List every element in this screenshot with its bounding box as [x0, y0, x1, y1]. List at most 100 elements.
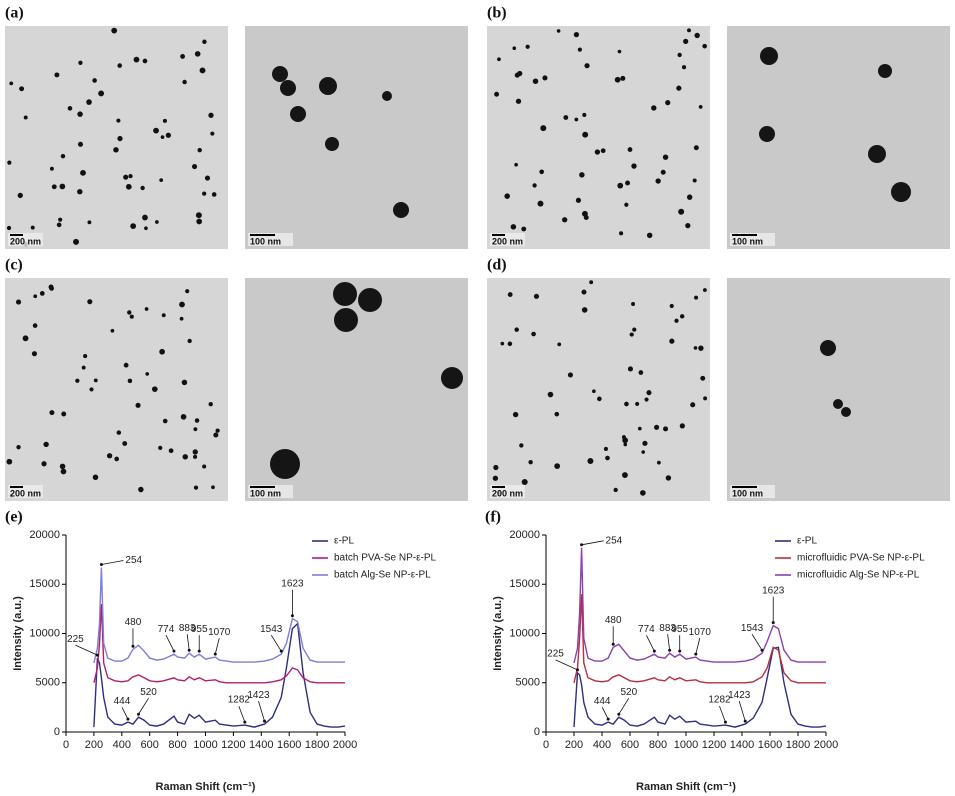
particle	[497, 57, 501, 62]
particle	[637, 426, 642, 431]
arrow-head	[652, 649, 656, 653]
arrow-head	[172, 649, 176, 653]
arrow-head	[290, 614, 294, 618]
particle	[587, 457, 594, 464]
spectrum-line	[93, 622, 346, 728]
particle	[182, 79, 187, 85]
particle	[556, 29, 561, 33]
x-tick-label: 2000	[333, 739, 357, 751]
particle	[665, 100, 671, 106]
particle	[624, 401, 629, 407]
arrow-head	[137, 712, 141, 716]
particle	[512, 46, 517, 51]
particle	[574, 117, 579, 122]
particle	[110, 328, 115, 333]
annotation-arrow	[618, 698, 630, 715]
particle	[627, 366, 633, 372]
y-axis-label: Intensity (a.u.)	[12, 596, 24, 671]
particle	[158, 445, 163, 451]
particle	[193, 427, 198, 432]
x-tick-label: 600	[141, 739, 159, 751]
particle	[48, 284, 54, 290]
particle	[841, 407, 851, 417]
x-tick-label: 800	[168, 739, 186, 751]
particle	[122, 441, 128, 446]
annotation-arrow	[75, 644, 98, 656]
peak-label: 1423	[247, 690, 270, 701]
particle	[162, 418, 168, 424]
particle	[674, 318, 679, 323]
particle	[678, 208, 685, 215]
scale-bar-bg	[730, 485, 775, 498]
particle	[646, 232, 653, 239]
particle	[676, 85, 682, 91]
particle	[521, 226, 527, 232]
particle	[78, 60, 83, 65]
particle	[86, 99, 92, 105]
particle	[665, 475, 672, 481]
arrow-head	[606, 717, 610, 721]
particle	[627, 147, 633, 152]
spectrum-line	[93, 567, 345, 664]
annotation-arrow	[238, 705, 246, 723]
particle	[145, 372, 150, 376]
particle	[140, 185, 145, 191]
peak-label: 1070	[208, 627, 231, 638]
particle	[621, 435, 626, 440]
particle	[98, 90, 105, 97]
arrow-head	[99, 563, 103, 567]
particle	[533, 293, 540, 299]
particle	[685, 223, 691, 229]
x-tick-label: 400	[113, 739, 131, 751]
particle	[135, 402, 141, 408]
scale-bar-bg	[8, 233, 43, 246]
tem-image	[487, 26, 710, 249]
particle	[613, 487, 618, 493]
particle	[87, 299, 93, 305]
particle	[202, 464, 207, 469]
particle	[504, 193, 510, 199]
particle	[597, 396, 602, 402]
particle	[123, 174, 129, 180]
scale-bar-label: 100 nm	[732, 488, 763, 498]
particle	[554, 411, 560, 417]
annotation-arrow	[751, 633, 763, 651]
y-tick-label: 20000	[29, 529, 60, 541]
peak-label: 955	[191, 624, 208, 635]
particle	[83, 354, 88, 359]
particle	[623, 442, 628, 447]
particle	[75, 378, 80, 383]
particle	[662, 154, 669, 160]
particle	[191, 163, 198, 170]
chart: (e) 0 5000 10000 15000 20000 0 200 400 600 800 1000…	[5, 509, 437, 793]
particle	[619, 231, 624, 236]
particle	[211, 485, 215, 490]
particle	[532, 183, 537, 188]
particle	[656, 460, 661, 465]
particle	[679, 314, 685, 319]
particle	[128, 173, 133, 179]
tem-image	[5, 26, 228, 249]
particle	[635, 401, 640, 406]
particle	[600, 148, 606, 154]
particle	[631, 301, 636, 306]
particle	[195, 212, 202, 219]
particle	[208, 402, 213, 407]
particle	[617, 182, 624, 189]
particle	[663, 426, 669, 432]
particle	[583, 215, 589, 220]
particle	[644, 397, 649, 402]
scale-bar-bg	[730, 233, 775, 246]
particle	[562, 217, 568, 223]
tem-image	[487, 278, 710, 501]
particle	[125, 183, 132, 190]
particle	[537, 200, 544, 207]
particle	[211, 192, 217, 197]
particle	[655, 178, 661, 184]
peak-label: 1423	[728, 690, 751, 701]
particle	[215, 428, 220, 433]
particle	[142, 58, 148, 64]
arrow-head	[617, 712, 621, 716]
x-tick-label: 800	[649, 739, 667, 751]
particle	[56, 222, 62, 228]
